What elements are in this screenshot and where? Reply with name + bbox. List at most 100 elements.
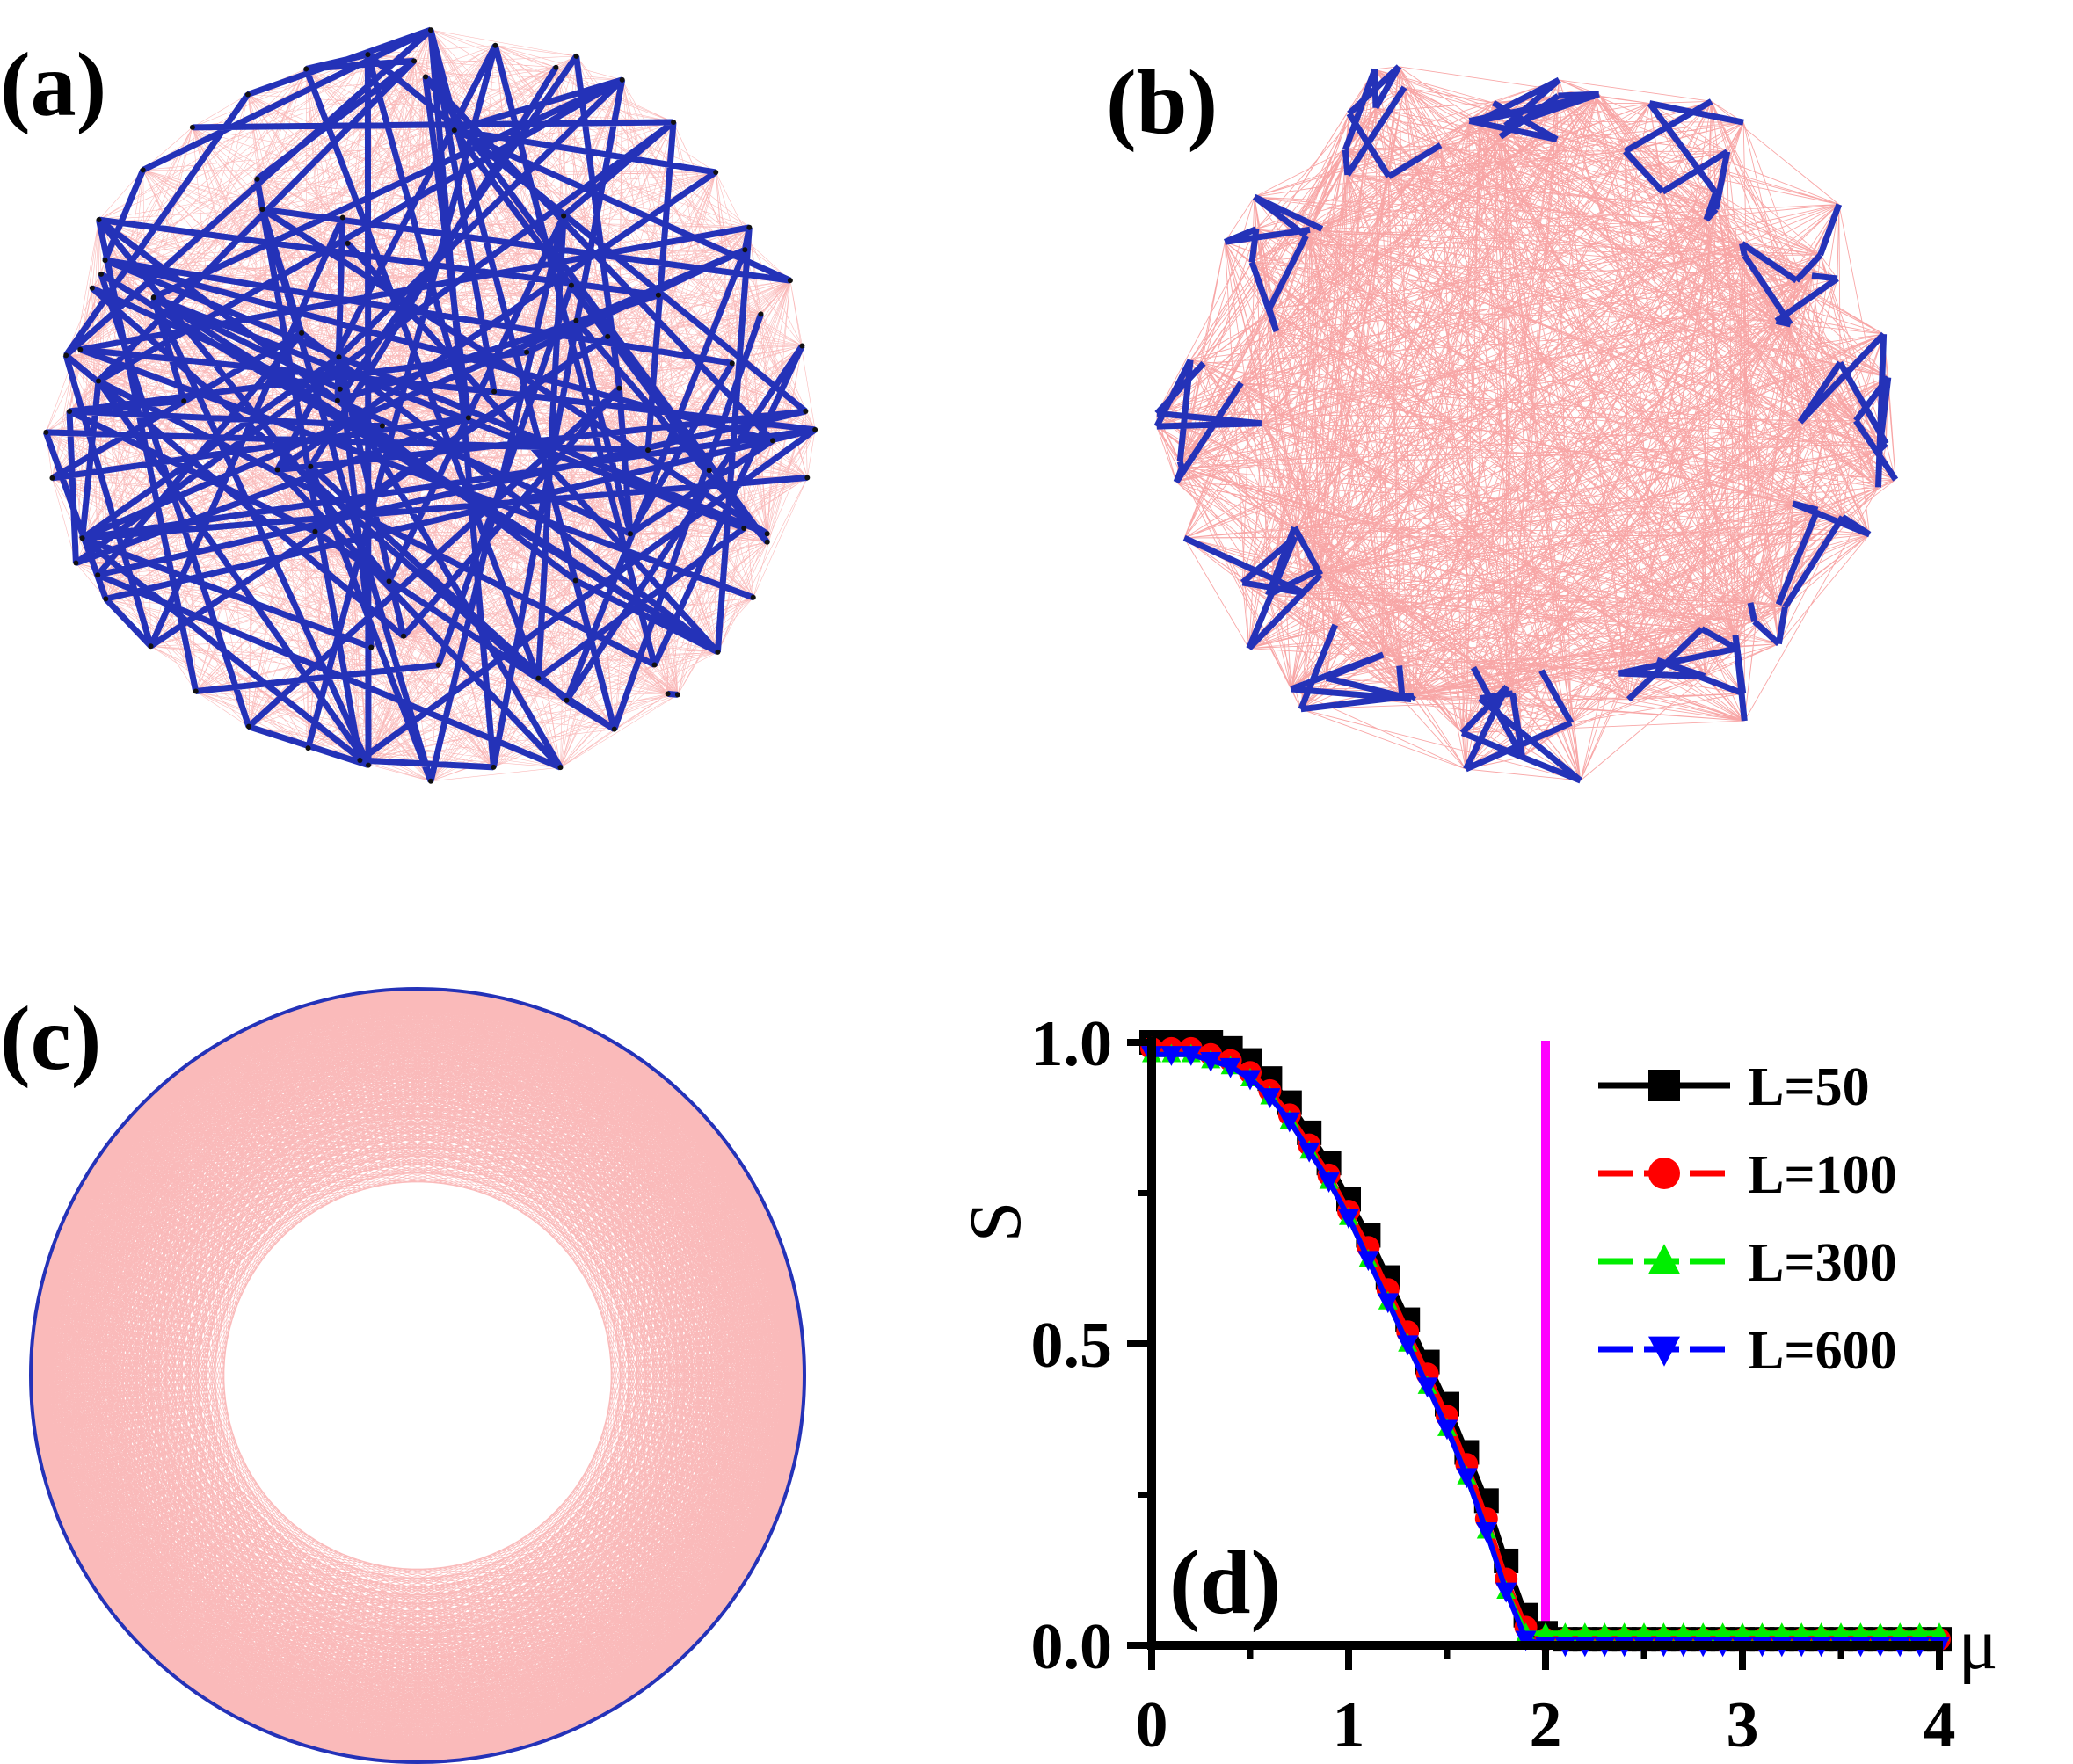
data-point <box>1357 1251 1379 1272</box>
data-point <box>1377 1293 1399 1314</box>
network-a-node <box>150 294 156 301</box>
panel-a-label: (a) <box>0 34 107 135</box>
legend-label: L=50 <box>1748 1057 1870 1117</box>
data-point <box>1909 1622 1930 1642</box>
network-a-node <box>274 467 280 473</box>
network-a-node <box>79 535 85 541</box>
network-a-node <box>561 213 567 219</box>
network-a-node <box>812 426 818 432</box>
data-point <box>1219 1057 1241 1078</box>
data-point <box>1792 1622 1812 1642</box>
data-point <box>1416 1377 1438 1398</box>
data-point <box>1575 1622 1595 1642</box>
network-a-node <box>423 74 429 80</box>
network-a-node <box>787 278 793 284</box>
network-a-node <box>645 447 651 454</box>
legend-label: L=600 <box>1748 1321 1897 1381</box>
network-a-node <box>49 475 55 481</box>
network-a-node <box>451 127 457 134</box>
data-point <box>1278 1112 1300 1133</box>
network-a-node <box>245 723 251 730</box>
network-a-node <box>43 429 49 435</box>
network-a-node <box>715 649 721 655</box>
network-a-node <box>553 64 559 70</box>
network-b-clustered-graph <box>1153 64 1899 784</box>
network-a-node <box>758 311 764 317</box>
network-a-node <box>259 207 265 213</box>
network-a-node <box>357 758 363 764</box>
x-axis-title: μ <box>1958 1603 1997 1685</box>
network-a-node <box>655 292 661 298</box>
data-point <box>1648 1070 1680 1101</box>
network-a-node <box>96 378 102 384</box>
network-a-node <box>312 528 318 534</box>
network-a-node <box>365 52 371 58</box>
network-a-node <box>572 577 578 584</box>
network-a-node <box>628 531 634 537</box>
panel-d-label: (d) <box>1169 1532 1281 1633</box>
x-tick-label: 4 <box>1924 1689 1956 1761</box>
data-point <box>1930 1622 1949 1642</box>
y-tick-label: 1.0 <box>1031 1008 1113 1080</box>
data-point <box>1397 1335 1419 1356</box>
tick-labels: 0 1 2 3 4 0.0 0.5 1.0 <box>1031 1008 1956 1761</box>
data-point <box>1811 1622 1831 1642</box>
network-a-random-graph <box>43 26 818 784</box>
data-point <box>1536 1622 1555 1642</box>
network-a-node <box>303 66 309 72</box>
data-point <box>1318 1172 1340 1193</box>
data-point <box>1890 1622 1910 1642</box>
network-a-node <box>73 560 79 566</box>
network-a-node <box>713 169 719 175</box>
network-a-node <box>379 423 385 429</box>
network-a-node <box>491 764 497 770</box>
data-point <box>1475 1522 1497 1543</box>
data-point <box>1595 1622 1615 1642</box>
network-a-node <box>573 317 579 323</box>
legend-label: L=100 <box>1748 1145 1897 1205</box>
network-a-bonds <box>43 26 818 783</box>
network-a-node <box>254 176 260 182</box>
data-point <box>1240 1070 1261 1091</box>
legend-item: L=600 <box>1598 1321 1897 1381</box>
network-a-node <box>746 224 753 230</box>
data-point <box>1733 1622 1752 1642</box>
network-a-node <box>611 726 617 732</box>
data-point <box>1771 1622 1792 1642</box>
network-a-node <box>619 76 625 83</box>
data-point <box>1200 1051 1222 1072</box>
network-a-node <box>77 346 84 352</box>
data-point <box>1555 1622 1575 1642</box>
network-a-node <box>193 688 199 694</box>
network-a-node <box>102 258 108 264</box>
data-point <box>1851 1622 1871 1642</box>
network-c-ring <box>29 987 806 1764</box>
network-a-node <box>568 282 574 288</box>
data-point <box>1831 1622 1851 1642</box>
ticks <box>1127 1039 1943 1670</box>
legend-item: L=100 <box>1598 1145 1897 1205</box>
network-a-node <box>368 644 375 650</box>
network-a-node <box>674 692 680 698</box>
network-a-node <box>98 271 105 277</box>
data-point <box>1713 1622 1733 1642</box>
network-a-node <box>299 330 305 336</box>
network-a-node <box>803 409 809 414</box>
network-a-node <box>63 352 69 359</box>
data-point <box>1654 1622 1674 1642</box>
data-point <box>1648 1336 1680 1367</box>
data-point <box>1634 1622 1654 1642</box>
network-a-node <box>557 765 564 771</box>
data-point <box>1648 1244 1680 1274</box>
network-a-node <box>741 526 747 532</box>
network-a-node <box>96 217 102 223</box>
network-a-node <box>770 438 776 444</box>
network-a-node <box>308 463 314 469</box>
data-point <box>1180 1046 1202 1066</box>
network-a-node <box>148 643 154 650</box>
network-a-node <box>435 662 441 668</box>
network-a-node <box>799 343 805 349</box>
network-a-node <box>804 475 811 481</box>
